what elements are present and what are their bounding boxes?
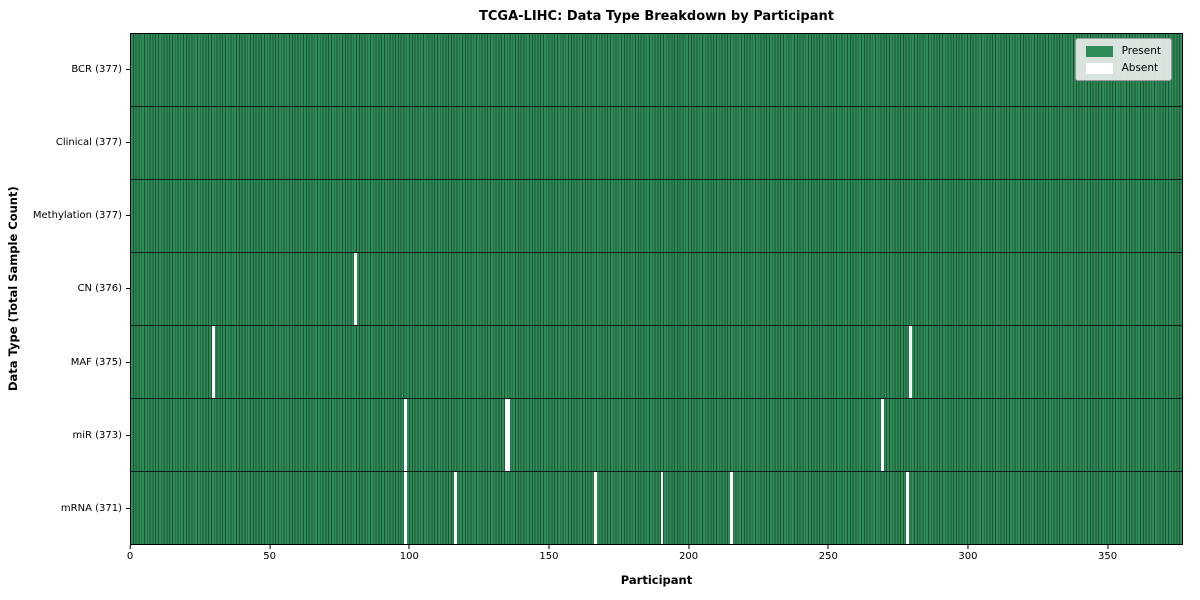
x-tick-label: 0 xyxy=(126,551,134,562)
y-tick-label: miR (373) xyxy=(72,429,122,441)
absent-cell xyxy=(660,472,664,544)
x-tick-200: 200 xyxy=(679,545,698,562)
y-tick-label: Methylation (377) xyxy=(32,210,122,222)
heatmap-row-clinical xyxy=(131,107,1182,180)
y-tick-methylation: Methylation (377) xyxy=(0,179,130,252)
x-tick-150: 150 xyxy=(539,545,559,562)
absent-cell xyxy=(880,399,884,471)
x-tick-label: 150 xyxy=(539,551,559,562)
x-tick-label: 200 xyxy=(679,551,699,562)
y-tick-mark xyxy=(126,69,130,71)
y-tick-cn: CN (376) xyxy=(0,252,130,325)
y-tick-mark xyxy=(126,142,130,144)
y-tick-maf: MAF (375) xyxy=(0,326,130,399)
heatmap-plot xyxy=(130,33,1183,545)
y-tick-labels: BCR (377) Clinical (377) Methylation (377)… xyxy=(0,33,130,545)
heatmap-row-mir xyxy=(131,399,1182,472)
y-tick-mark xyxy=(126,434,130,436)
absent-cell xyxy=(593,472,597,544)
chart-title: TCGA-LIHC: Data Type Breakdown by Partic… xyxy=(479,9,834,24)
absent-cell xyxy=(908,326,912,398)
heatmap-row-cn xyxy=(131,253,1182,326)
y-tick-label: MAF (375) xyxy=(70,356,122,368)
y-tick-label: Clinical (377) xyxy=(55,137,122,149)
heatmap-row-bcr xyxy=(131,34,1182,107)
x-tick-mark xyxy=(827,545,829,549)
absent-cell xyxy=(404,472,407,544)
x-tick-mark xyxy=(129,545,131,549)
x-tick-mark xyxy=(967,545,969,549)
x-tick-mark xyxy=(408,545,410,549)
y-tick-label: BCR (377) xyxy=(71,64,122,76)
y-tick-label: CN (376) xyxy=(77,283,122,295)
x-tick-350: 350 xyxy=(1098,545,1117,562)
x-tick-label: 250 xyxy=(818,551,838,562)
x-tick-label: 50 xyxy=(263,551,277,562)
legend-entry-present: Present xyxy=(1085,45,1161,57)
y-tick-bcr: BCR (377) xyxy=(0,33,130,106)
y-tick-mark xyxy=(126,507,130,509)
absent-cell xyxy=(730,472,734,544)
x-tick-mark xyxy=(269,545,271,549)
x-tick-mark xyxy=(688,545,690,549)
x-tick-label: 100 xyxy=(399,551,419,562)
y-tick-mark xyxy=(126,215,130,217)
x-tick-100: 100 xyxy=(400,545,419,562)
y-tick-label: mRNA (371) xyxy=(60,502,122,514)
legend: Present Absent xyxy=(1074,38,1172,81)
y-tick-mark xyxy=(126,361,130,363)
heatmap-row-maf xyxy=(131,326,1182,399)
legend-label: Present xyxy=(1121,45,1161,57)
absent-cell xyxy=(404,399,407,471)
x-tick-50: 50 xyxy=(263,545,276,562)
x-axis-label: Participant xyxy=(620,573,693,587)
legend-label: Absent xyxy=(1121,62,1159,74)
absent-cell xyxy=(906,472,909,544)
absent-cell xyxy=(354,253,357,325)
x-tick-mark xyxy=(548,545,550,549)
legend-swatch-icon xyxy=(1085,45,1113,57)
absent-cell xyxy=(454,472,458,544)
absent-cell xyxy=(504,399,508,471)
x-axis-ticks: 0 50 100 150 200 250 300 350 xyxy=(127,545,1183,567)
x-tick-0: 0 xyxy=(127,545,133,562)
absent-cell xyxy=(211,326,215,398)
y-tick-mark xyxy=(126,288,130,290)
heatmap-row-mrna xyxy=(131,472,1182,544)
legend-swatch-icon xyxy=(1085,62,1113,74)
y-tick-mrna: mRNA (371) xyxy=(0,472,130,545)
y-tick-mir: miR (373) xyxy=(0,399,130,472)
x-tick-mark xyxy=(1107,545,1109,549)
heatmap-row-methylation xyxy=(131,180,1182,253)
x-tick-label: 350 xyxy=(1098,551,1118,562)
absent-cell xyxy=(507,399,511,471)
x-tick-250: 250 xyxy=(819,545,838,562)
legend-entry-absent: Absent xyxy=(1085,62,1161,74)
y-tick-clinical: Clinical (377) xyxy=(0,106,130,179)
x-tick-label: 300 xyxy=(958,551,978,562)
x-tick-300: 300 xyxy=(958,545,977,562)
